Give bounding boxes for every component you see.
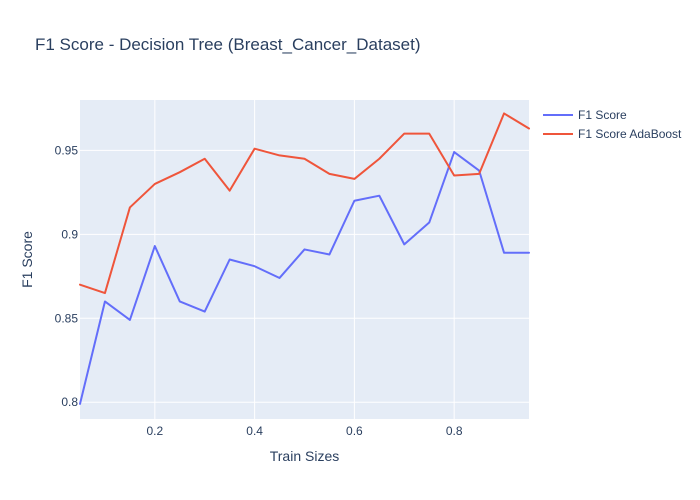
series-line-f1-score-adaboost <box>79 112 530 295</box>
series-line-f1-score <box>79 151 530 405</box>
y-tick-label: 0.95 <box>55 143 79 157</box>
tick-labels: 0.8 0.85 0.9 0.95 0.2 0.4 0.6 0.8 <box>55 143 463 438</box>
series-lines <box>79 112 530 405</box>
x-tick-label: 0.4 <box>246 424 263 438</box>
chart-title: F1 Score - Decision Tree (Breast_Cancer_… <box>35 35 421 54</box>
y-tick-label: 0.85 <box>55 311 79 325</box>
y-tick-label: 0.8 <box>61 395 78 409</box>
x-tick-label: 0.6 <box>346 424 363 438</box>
legend-label: F1 Score <box>578 108 627 122</box>
x-tick-label: 0.8 <box>446 424 463 438</box>
legend-item-f1-score-adaboost[interactable]: F1 Score AdaBoost <box>543 127 682 141</box>
plot-area <box>80 100 529 419</box>
x-axis-title: Train Sizes <box>270 448 340 464</box>
y-axis-title: F1 Score <box>19 231 35 288</box>
legend-item-f1-score[interactable]: F1 Score <box>543 108 627 122</box>
x-tick-label: 0.2 <box>146 424 163 438</box>
legend[interactable]: F1 Score F1 Score AdaBoost <box>543 108 682 141</box>
y-tick-label: 0.9 <box>61 227 78 241</box>
legend-label: F1 Score AdaBoost <box>578 127 682 141</box>
